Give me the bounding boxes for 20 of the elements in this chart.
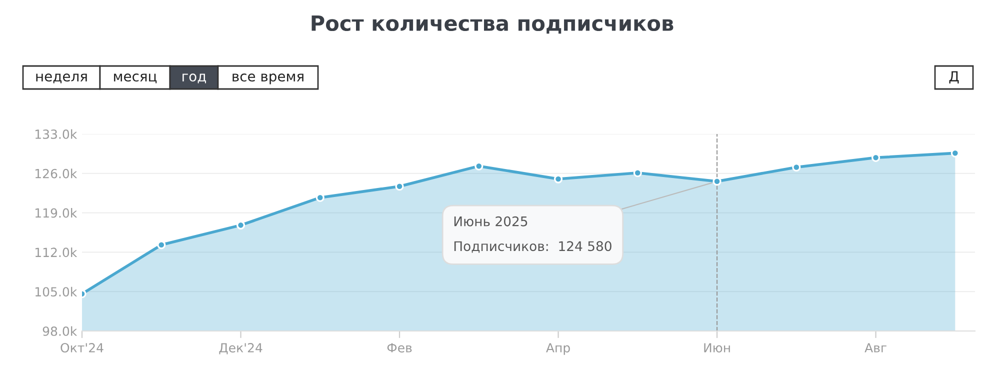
chart-title: Рост количества подписчиков — [312, 16, 674, 34]
x-tick-label: Апр — [546, 343, 570, 355]
y-tick-label: 126.0k — [35, 168, 78, 178]
x-tick-label: Окт'24 — [60, 343, 104, 352]
text: месяц — [114, 74, 157, 84]
x-tick-label: Июн — [704, 343, 730, 352]
text: год — [182, 74, 206, 84]
y-tick-label: 105.0k — [35, 286, 78, 297]
text: Д — [949, 71, 959, 84]
y-tick-label: 133.0k — [35, 129, 78, 139]
x-tick-label: Дек'24 — [219, 343, 262, 354]
text: неделя — [36, 74, 87, 84]
x-tick-label: Фев — [387, 343, 412, 352]
x-tick-label: Авг — [864, 343, 886, 352]
text: все время — [232, 74, 304, 84]
point — [712, 177, 722, 186]
y-tick-label: 98.0k — [42, 326, 78, 336]
annotation: Июнь 2025 Подписчиков: 124 580 — [454, 216, 612, 253]
y-tick-label: 112.0k — [35, 247, 78, 258]
y-tick-label: 119.0k — [35, 208, 78, 218]
